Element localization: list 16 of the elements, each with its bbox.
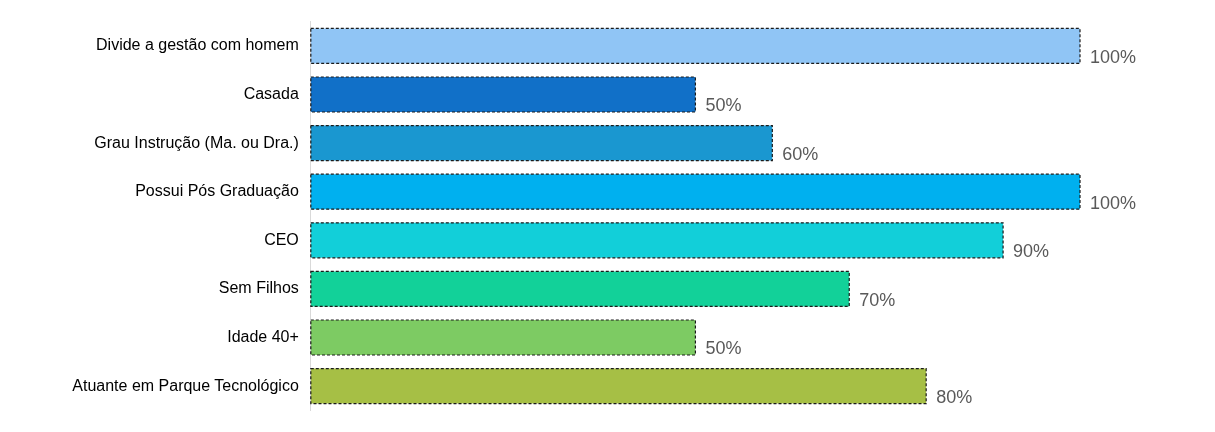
y-tick-label: CEO [264,230,299,248]
data-label: 60% [782,144,819,165]
data-label: 50% [705,95,742,116]
data-label: 100% [1090,46,1137,67]
data-label: 70% [859,289,896,310]
y-tick-label: Divide a gestão com homem [96,36,299,54]
data-label: 80% [936,387,973,408]
data-label: 100% [1090,192,1137,213]
y-tick-label: Grau Instrução (Ma. ou Dra.) [94,133,299,151]
y-tick-label: Sem Filhos [218,279,299,297]
data-label: 90% [1013,241,1050,262]
y-tick-label: Possui Pós Graduação [135,182,299,200]
y-tick-label: Casada [243,84,299,102]
y-tick-label: Idade 40+ [227,327,299,345]
data-label: 50% [705,338,742,359]
y-tick-label: Atuante em Parque Tecnológico [72,376,299,394]
